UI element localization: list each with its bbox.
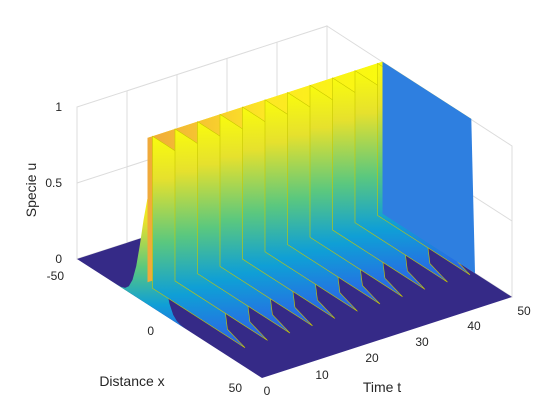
z-axis-label: Specie u (23, 163, 39, 217)
y-tick-minus50: -50 (47, 269, 65, 283)
z-axis-ticks: 1 0.5 0 (45, 100, 62, 266)
x-tick-50: 50 (517, 304, 531, 318)
x-axis-ticks: 0 10 20 30 40 50 (264, 304, 531, 398)
z-tick-1: 1 (55, 100, 62, 114)
x-tick-0: 0 (264, 384, 271, 398)
initial-bump (77, 192, 207, 343)
z-tick-0.5: 0.5 (45, 176, 62, 190)
surface-ridges (77, 61, 475, 348)
x-axis-label: Time t (363, 379, 401, 395)
y-axis-label: Distance x (99, 373, 164, 389)
y-axis-ticks: -50 0 50 (47, 269, 243, 395)
y-tick-50: 50 (229, 381, 243, 395)
x-tick-20: 20 (365, 351, 379, 365)
y-tick-0: 0 (147, 324, 154, 338)
plateau-right-face (382, 61, 475, 274)
x-tick-10: 10 (315, 368, 329, 382)
z-tick-0: 0 (55, 252, 62, 266)
x-tick-40: 40 (467, 319, 481, 333)
x-tick-30: 30 (415, 335, 429, 349)
